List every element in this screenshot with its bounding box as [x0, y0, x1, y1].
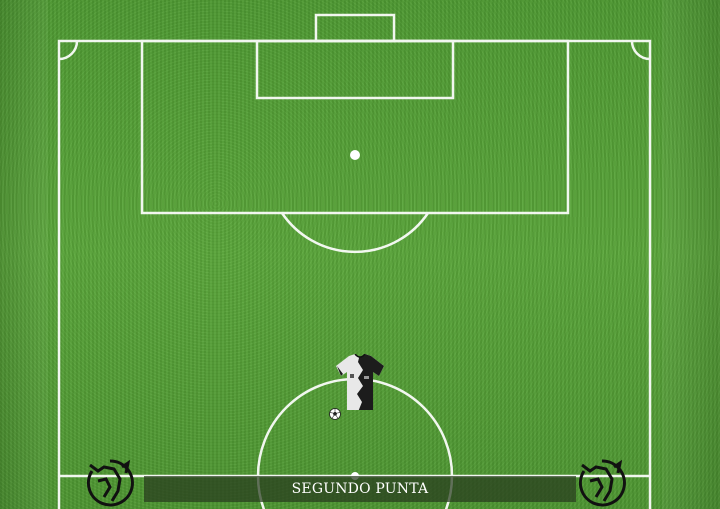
- team-crest-icon: [578, 459, 626, 507]
- field-boundary: [57, 39, 652, 509]
- team-crest-icon: [86, 459, 134, 507]
- corner-arc-left: [58, 40, 79, 61]
- position-banner: SEGUNDO PUNTA: [144, 476, 576, 502]
- goal: [314, 13, 396, 43]
- field-right-margin: [662, 0, 720, 509]
- position-label: SEGUNDO PUNTA: [291, 481, 429, 497]
- penalty-spot: [350, 150, 360, 160]
- penalty-arc: [280, 212, 430, 254]
- corner-arc-right: [630, 40, 651, 61]
- soccer-ball-icon[interactable]: [329, 408, 341, 420]
- field-left-margin: [0, 0, 48, 509]
- jersey-icon[interactable]: [335, 354, 385, 412]
- goal-area: [255, 39, 455, 100]
- penalty-area: [140, 39, 570, 215]
